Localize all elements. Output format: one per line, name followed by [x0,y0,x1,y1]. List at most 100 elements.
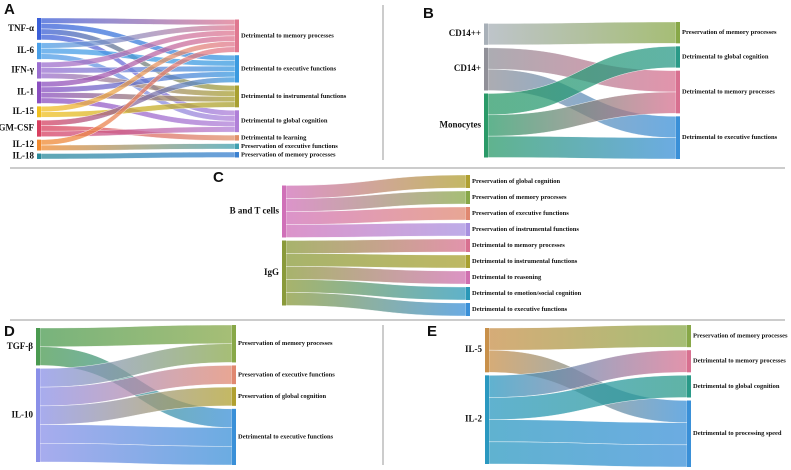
flow [487,21,677,46]
flow [488,441,688,468]
source-node [485,328,489,373]
target-node [466,191,470,204]
source-label: IL-15 [12,106,34,116]
target-node [676,116,680,159]
target-label: Detrimental to reasoning [472,274,542,281]
source-node [37,62,41,79]
target-label: Detrimental to emotion/social cognition [472,290,582,297]
panel-letter: B [423,5,434,22]
source-label: TNF-α [8,23,34,33]
target-node [466,287,470,300]
flow [40,17,236,26]
flow [40,151,236,160]
source-node [37,18,41,40]
flow [285,222,467,238]
source-node [282,240,286,306]
source-label: Monocytes [440,120,482,130]
source-label: IL-5 [465,344,483,354]
flow [488,419,688,446]
target-node [235,19,239,53]
target-label: Preservation of memory processes [238,340,333,347]
target-label: Detrimental to processing speed [693,430,782,437]
target-node [232,387,236,406]
source-label: IFN-γ [11,64,34,74]
target-node [687,400,691,467]
target-label: Detrimental to memory processes [472,242,565,249]
target-label: Preservation of memory processes [693,333,788,340]
flow [285,238,467,254]
source-label: IL-18 [12,150,34,160]
source-label: B and T cells [230,206,280,216]
source-node [282,185,286,238]
source-node [37,106,41,118]
target-label: Detrimental to learning [241,134,307,141]
source-label: GM-CSF [0,123,34,133]
flow [39,365,233,407]
target-node [466,271,470,284]
panel-letter: D [4,323,15,340]
target-node [235,85,239,108]
flow [488,324,688,351]
flow [39,343,233,388]
source-node [484,23,488,45]
flow [40,143,236,151]
target-label: Preservation of global cognition [472,178,561,185]
source-node [37,139,41,151]
source-label: TGF-β [7,341,33,351]
target-node [235,152,239,158]
source-label: IL-12 [12,139,34,149]
source-node [37,153,41,159]
target-node [676,46,680,68]
target-node [466,223,470,236]
target-node [232,365,236,385]
flow [39,424,233,447]
flow [39,324,233,347]
target-label: Detrimental to memory processes [682,88,775,95]
source-label: IgG [264,267,279,277]
target-node [232,408,236,465]
target-node [676,70,680,114]
source-node [37,81,41,104]
target-node [466,255,470,268]
target-label: Detrimental to executive functions [241,65,337,72]
source-label: IL-6 [17,45,35,55]
flow [285,253,467,269]
target-label: Preservation of global cognition [238,393,327,400]
flow [487,135,677,160]
target-label: Detrimental to instrumental functions [241,93,347,100]
source-node [36,368,40,462]
target-label: Preservation of executive functions [472,210,569,217]
target-node [687,375,691,398]
target-label: Preservation of executive functions [238,371,335,378]
target-label: Preservation of instrumental functions [472,226,579,233]
source-node [484,93,488,158]
target-label: Detrimental to executive functions [238,433,334,440]
target-label: Detrimental to global cognition [241,118,328,125]
target-label: Preservation of executive functions [241,143,338,150]
target-node [232,325,236,363]
target-node [466,175,470,188]
target-node [235,143,239,150]
target-label: Detrimental to memory processes [241,32,334,39]
target-label: Preservation of memory processes [241,151,336,158]
target-label: Detrimental to memory processes [693,358,786,365]
source-node [484,47,488,91]
source-label: IL-1 [17,87,35,97]
source-label: IL-10 [11,409,33,419]
target-node [687,325,691,348]
panel-letter: E [427,323,437,340]
flow [40,46,236,146]
source-node [485,375,489,464]
target-node [687,350,691,373]
target-node [676,22,680,44]
source-label: CD14++ [449,28,481,38]
target-label: Detrimental to global cognition [682,53,769,60]
panel-letter: A [4,1,15,18]
source-label: IL-2 [465,414,483,424]
target-node [235,135,239,141]
target-label: Detrimental to executive functions [682,134,778,141]
target-node [466,207,470,220]
source-node [37,120,41,137]
flow [39,443,233,466]
